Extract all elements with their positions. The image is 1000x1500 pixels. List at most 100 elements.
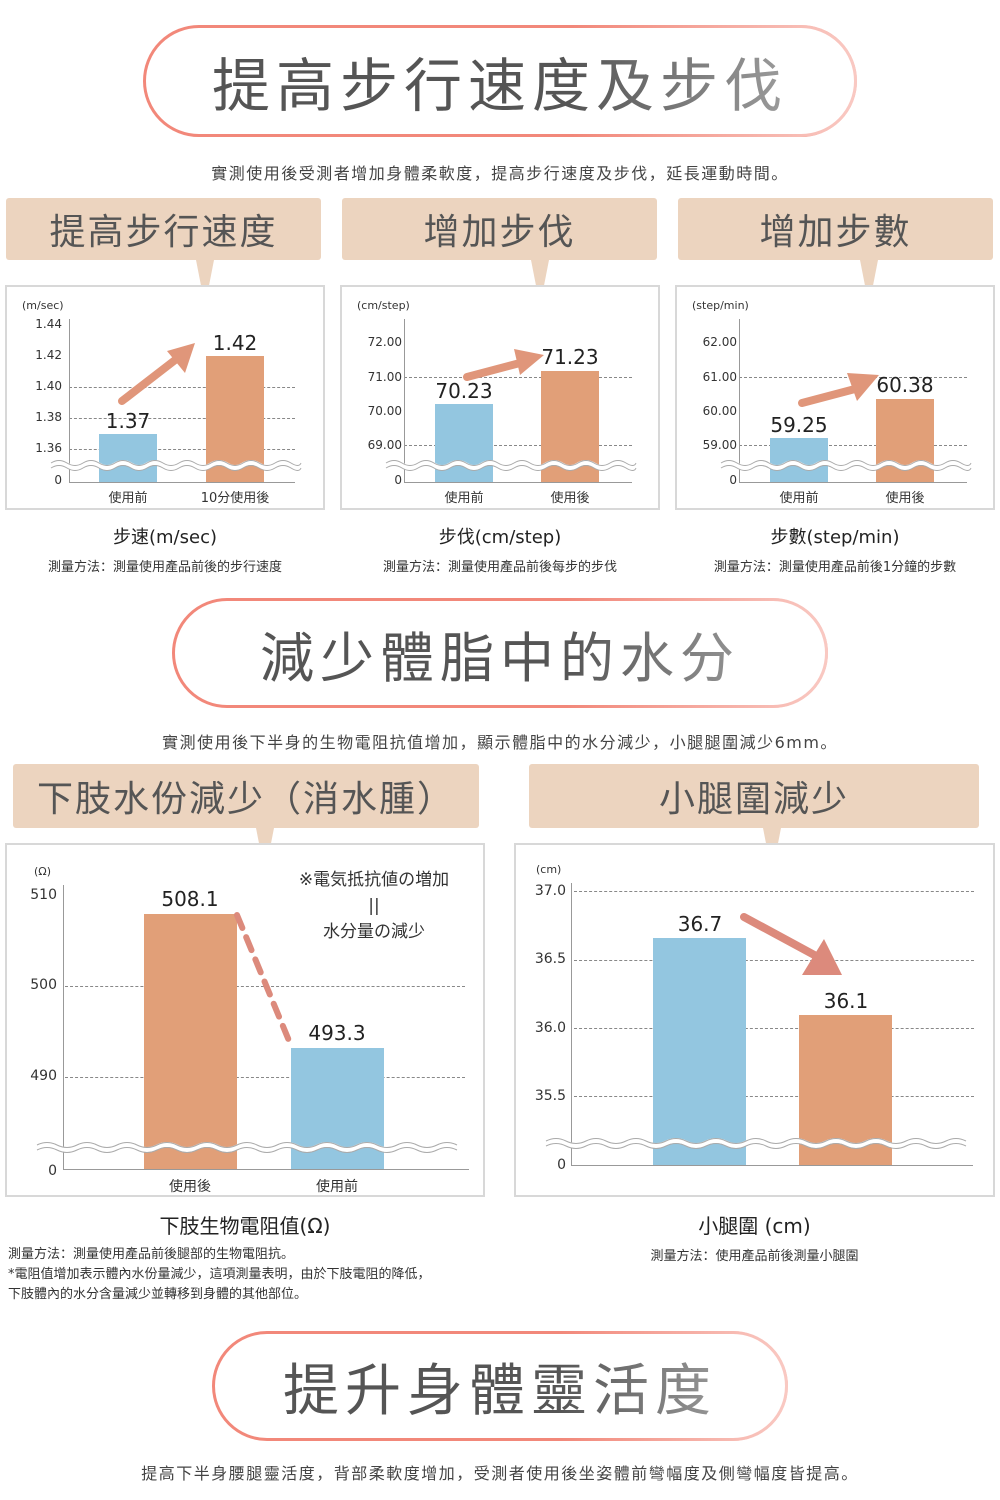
value-label: 493.3: [308, 1021, 366, 1045]
stride-header-label: 增加步伐: [423, 212, 576, 253]
value-label: 508.1: [161, 887, 219, 911]
bar-before: [770, 438, 828, 482]
x-label: 10分使用後: [200, 491, 270, 506]
x-label: 使用後: [550, 491, 590, 506]
x-label: 使用後: [885, 491, 925, 506]
x-label: 使用前: [779, 491, 819, 506]
y-tick: 1.38: [35, 410, 62, 424]
y-tick: 69.00: [367, 438, 402, 452]
method-line: 下肢體內的水分含量減少並轉移到身體的其他部位。: [8, 1287, 308, 1302]
section1-title-pill: 提高步行速度及步伐: [143, 25, 857, 137]
section2-title-pill: 減少體脂中的水分: [172, 598, 828, 708]
value-label: 59.25: [770, 413, 828, 437]
value-label: 71.23: [541, 345, 599, 369]
bar-before: [653, 938, 746, 1165]
gridline: [574, 1028, 974, 1029]
x-axis: [571, 1165, 973, 1166]
y-unit: (step/min): [692, 299, 749, 312]
y-tick: 1.40: [35, 379, 62, 393]
y-unit: (Ω): [34, 865, 51, 878]
value-label: 60.38: [876, 373, 934, 397]
y-tick: 0: [54, 473, 62, 487]
note-line: 水分量の減少: [323, 922, 425, 942]
y-tick: 37.0: [534, 883, 566, 899]
gridline: [69, 387, 295, 388]
bar-before: [99, 434, 157, 482]
leg-water-header: 下肢水份減少（消水腫）: [13, 764, 479, 828]
value-label: 36.7: [677, 912, 723, 936]
value-label: 36.1: [823, 989, 869, 1013]
stride-chart: (cm/step) 72.00 71.00 70.00 69.00 0 70.2…: [340, 285, 660, 510]
gridline: [574, 891, 974, 892]
x-label: 使用前: [108, 491, 148, 506]
method-line: *電阻值增加表示體內水份量減少，這項測量表明，由於下肢電阻的降低，: [8, 1267, 431, 1282]
y-tick: 59.00: [702, 438, 737, 452]
gridline: [574, 960, 974, 961]
gridline: [404, 377, 632, 378]
y-tick: 35.5: [534, 1088, 566, 1104]
axis-break-wave: [719, 460, 974, 471]
y-tick: 1.44: [35, 317, 62, 331]
y-tick: 1.36: [35, 441, 62, 455]
section2-title: 減少體脂中的水分: [260, 626, 740, 690]
x-axis: [63, 1169, 469, 1170]
walking-speed-chart: (m/sec) 1.44 1.42 1.40 1.38 1.36 0 1.37 …: [5, 285, 325, 510]
y-axis: [404, 319, 405, 482]
increase-arrow-icon: [798, 373, 879, 407]
value-label: 70.23: [435, 379, 493, 403]
resistance-chart: (Ω) 510 500 490 0 508.1 493.3 ※電気抵抗値の増加 …: [5, 843, 485, 1197]
calf-header-label: 小腿圍減少: [658, 779, 849, 820]
calf-caption: 小腿圍 (cm): [698, 1214, 811, 1238]
walking-speed-method: 測量方法：測量使用產品前後的步行速度: [47, 560, 282, 575]
walking-speed-header: 提高步行速度: [6, 198, 321, 260]
y-unit: (cm/step): [357, 299, 410, 312]
y-unit: (m/sec): [22, 299, 64, 312]
y-tick: 61.00: [702, 370, 737, 384]
section1-subtitle: 實測使用後受測者增加身體柔軟度，提高步行速度及步伐，延長運動時間。: [211, 164, 789, 183]
axis-break-wave: [49, 460, 304, 471]
value-label: 1.37: [105, 409, 151, 433]
resistance-method: 測量方法：測量使用產品前後腿部的生物電阻抗。 *電阻值增加表示體內水份量減少，這…: [8, 1245, 518, 1305]
gridline: [69, 418, 295, 419]
y-tick: 0: [48, 1163, 57, 1179]
calf-header: 小腿圍減少: [529, 764, 979, 828]
y-tick: 0: [729, 473, 737, 487]
section2-subtitle: 實測使用後下半身的生物電阻抗值增加，顯示體脂中的水分減少，小腿腿圍減少6mm。: [162, 733, 838, 752]
y-tick: 36.5: [534, 951, 566, 967]
gridline: [574, 1096, 974, 1097]
resistance-caption: 下肢生物電阻值(Ω): [159, 1214, 331, 1238]
y-tick: 36.0: [534, 1020, 566, 1036]
x-axis: [739, 482, 967, 483]
note-line: ※電気抵抗値の増加: [298, 870, 450, 890]
y-tick: 510: [30, 887, 57, 903]
stride-method: 測量方法：測量使用產品前後每步的步伐: [382, 560, 617, 575]
stride-header: 增加步伐: [342, 198, 657, 260]
section3-title: 提升身體靈活度: [283, 1358, 717, 1424]
x-axis: [69, 482, 295, 483]
y-tick: 0: [394, 473, 402, 487]
stride-caption: 步伐(cm/step): [438, 527, 562, 548]
cadence-chart: (step/min) 62.00 61.00 60.00 59.00 0 59.…: [675, 285, 995, 510]
walking-speed-header-label: 提高步行速度: [49, 212, 278, 253]
y-axis: [739, 319, 740, 482]
annotation-note: ※電気抵抗値の増加 || 水分量の減少: [279, 867, 469, 945]
x-axis: [404, 482, 632, 483]
increase-arrow-icon: [463, 349, 544, 381]
calf-chart: (cm) 37.0 36.5 36.0 35.5 0 36.7 36.1: [514, 843, 995, 1197]
gridline: [65, 1077, 465, 1078]
walking-speed-caption: 步速(m/sec): [113, 527, 217, 548]
cadence-method: 測量方法：測量使用產品前後1分鐘的步數: [713, 560, 957, 575]
x-label: 使用前: [316, 1179, 358, 1195]
cadence-caption: 步數(step/min): [770, 527, 900, 548]
y-tick: 500: [30, 977, 57, 993]
axis-break-wave: [35, 1142, 459, 1153]
bar-after: [144, 914, 237, 1169]
value-label: 1.42: [212, 331, 258, 355]
x-label: 使用後: [169, 1179, 211, 1195]
y-tick: 72.00: [367, 335, 402, 349]
y-axis: [69, 319, 70, 482]
increase-arrow-icon: [118, 343, 195, 405]
axis-break-wave: [384, 460, 639, 471]
section3-subtitle: 提高下半身腰腿靈活度，背部柔軟度增加，受測者使用後坐姿體前彎幅度及側彎幅度皆提高…: [141, 1464, 859, 1483]
gridline: [404, 445, 632, 446]
